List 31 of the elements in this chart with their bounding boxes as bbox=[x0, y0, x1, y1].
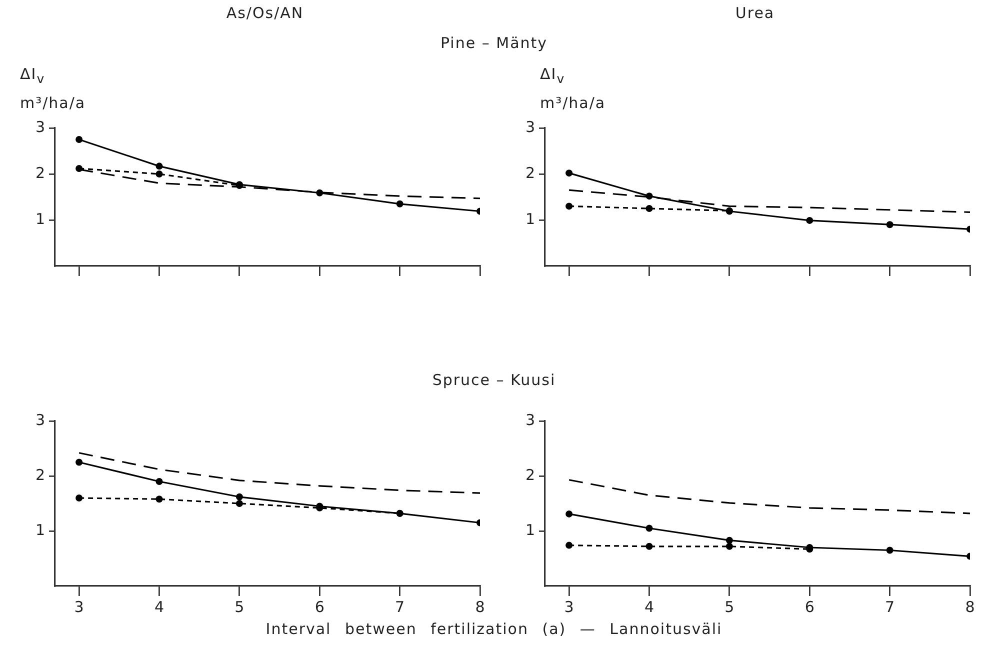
y-tick-label: 1 bbox=[525, 520, 535, 539]
y-tick-label: 3 bbox=[35, 118, 45, 136]
x-tick-label: 7 bbox=[395, 598, 405, 616]
x-tick-label: 6 bbox=[314, 598, 324, 616]
x-tick-label: 4 bbox=[154, 598, 164, 616]
y-axis-title: ΔI$_{v}$ m³/ha/a bbox=[20, 64, 87, 114]
y-tick-label: 3 bbox=[525, 118, 535, 136]
x-tick-label: 8 bbox=[965, 598, 975, 616]
y-tick-label: 1 bbox=[525, 210, 535, 228]
y-tick-label: 2 bbox=[35, 164, 45, 182]
chart-title: Urea bbox=[734, 4, 776, 22]
x-tick-label: 3 bbox=[74, 598, 84, 616]
y-tick-label: 2 bbox=[525, 466, 535, 484]
x-axis-title: Interval between fertilization (a) — Lannoitusväli bbox=[264, 620, 724, 638]
x-tick-label: 8 bbox=[475, 598, 485, 616]
chart-subtitle: Spruce – Kuusi bbox=[431, 371, 557, 389]
y-axis-title: ΔI$_{v}$ m³/ha/a bbox=[540, 64, 607, 114]
x-tick-label: 3 bbox=[564, 598, 574, 616]
y-tick-label: 1 bbox=[35, 520, 45, 539]
y-tick-label: 1 bbox=[35, 210, 45, 228]
y-tick-label: 2 bbox=[525, 164, 535, 182]
y-tick-label: 3 bbox=[35, 410, 45, 429]
chart-title: As/Os/AN bbox=[225, 4, 305, 22]
x-tick-label: 5 bbox=[234, 598, 244, 616]
x-tick-label: 4 bbox=[644, 598, 654, 616]
y-tick-label: 3 bbox=[525, 410, 535, 429]
chart-subtitle: Pine – Mänty bbox=[439, 34, 549, 52]
x-tick-label: 5 bbox=[724, 598, 734, 616]
y-tick-label: 2 bbox=[35, 466, 45, 484]
x-tick-label: 6 bbox=[804, 598, 814, 616]
x-tick-label: 7 bbox=[885, 598, 895, 616]
